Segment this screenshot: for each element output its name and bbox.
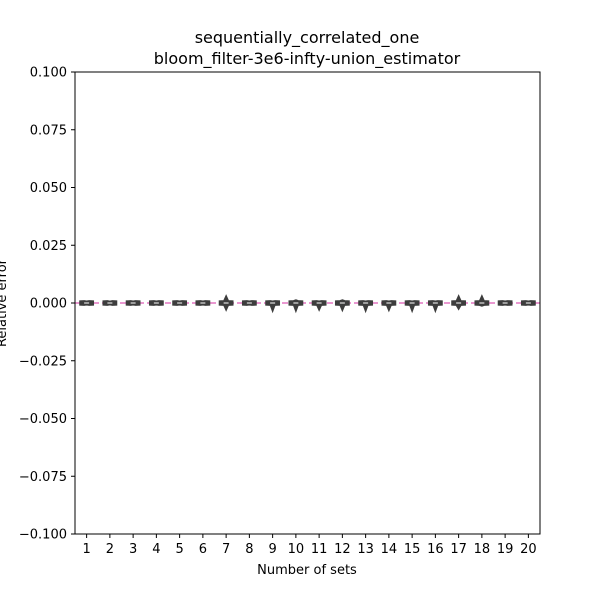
y-tick-label: 0.000 <box>30 297 67 312</box>
x-tick-label: 12 <box>334 542 351 557</box>
y-tick-label: 0.050 <box>30 181 67 196</box>
violin-11 <box>311 300 327 312</box>
violin-9 <box>265 300 281 314</box>
x-tick-label: 14 <box>381 542 398 557</box>
violin-17 <box>451 294 467 311</box>
x-tick-label: 8 <box>245 542 253 557</box>
x-tick-label: 10 <box>288 542 305 557</box>
x-tick-label: 11 <box>311 542 328 557</box>
y-tick-label: 0.075 <box>30 123 67 138</box>
x-tick-label: 19 <box>497 542 514 557</box>
violin-10 <box>288 299 304 314</box>
y-tick-label: −0.100 <box>19 528 67 543</box>
y-tick-label: 0.100 <box>30 66 67 81</box>
x-tick-label: 17 <box>450 542 467 557</box>
chart-title-line1: sequentially_correlated_one <box>195 28 420 48</box>
violin-16 <box>427 300 443 314</box>
violin-18 <box>474 294 490 307</box>
x-tick-label: 7 <box>222 542 230 557</box>
x-tick-label: 1 <box>82 542 90 557</box>
y-tick-label: 0.025 <box>30 239 67 254</box>
violin-14 <box>381 300 397 313</box>
x-tick-label: 16 <box>427 542 444 557</box>
x-tick-label: 20 <box>520 542 537 557</box>
x-tick-label: 3 <box>129 542 137 557</box>
x-tick-label: 5 <box>175 542 183 557</box>
y-tick-label: −0.050 <box>19 412 67 427</box>
x-tick-label: 2 <box>106 542 114 557</box>
plot-area: −0.100 −0.075 −0.050 −0.025 0.000 0.025 0.050 0… <box>19 66 541 557</box>
x-tick-label: 18 <box>474 542 491 557</box>
y-axis-label: Relative error <box>0 258 10 347</box>
x-axis-label: Number of sets <box>257 563 357 578</box>
plot-frame <box>74 71 541 535</box>
x-tick-label: 6 <box>199 542 207 557</box>
y-tick-label: −0.025 <box>19 354 67 369</box>
x-tick-label: 9 <box>268 542 276 557</box>
x-tick-label: 4 <box>152 542 160 557</box>
violin-13 <box>358 300 374 314</box>
violin-12 <box>334 299 350 313</box>
x-tick-label: 15 <box>404 542 421 557</box>
x-tick-label: 13 <box>357 542 374 557</box>
y-tick-label: −0.075 <box>19 470 67 485</box>
chart-title-line2: bloom_filter-3e6-infty-union_estimator <box>154 49 461 69</box>
violin-15 <box>404 300 420 314</box>
